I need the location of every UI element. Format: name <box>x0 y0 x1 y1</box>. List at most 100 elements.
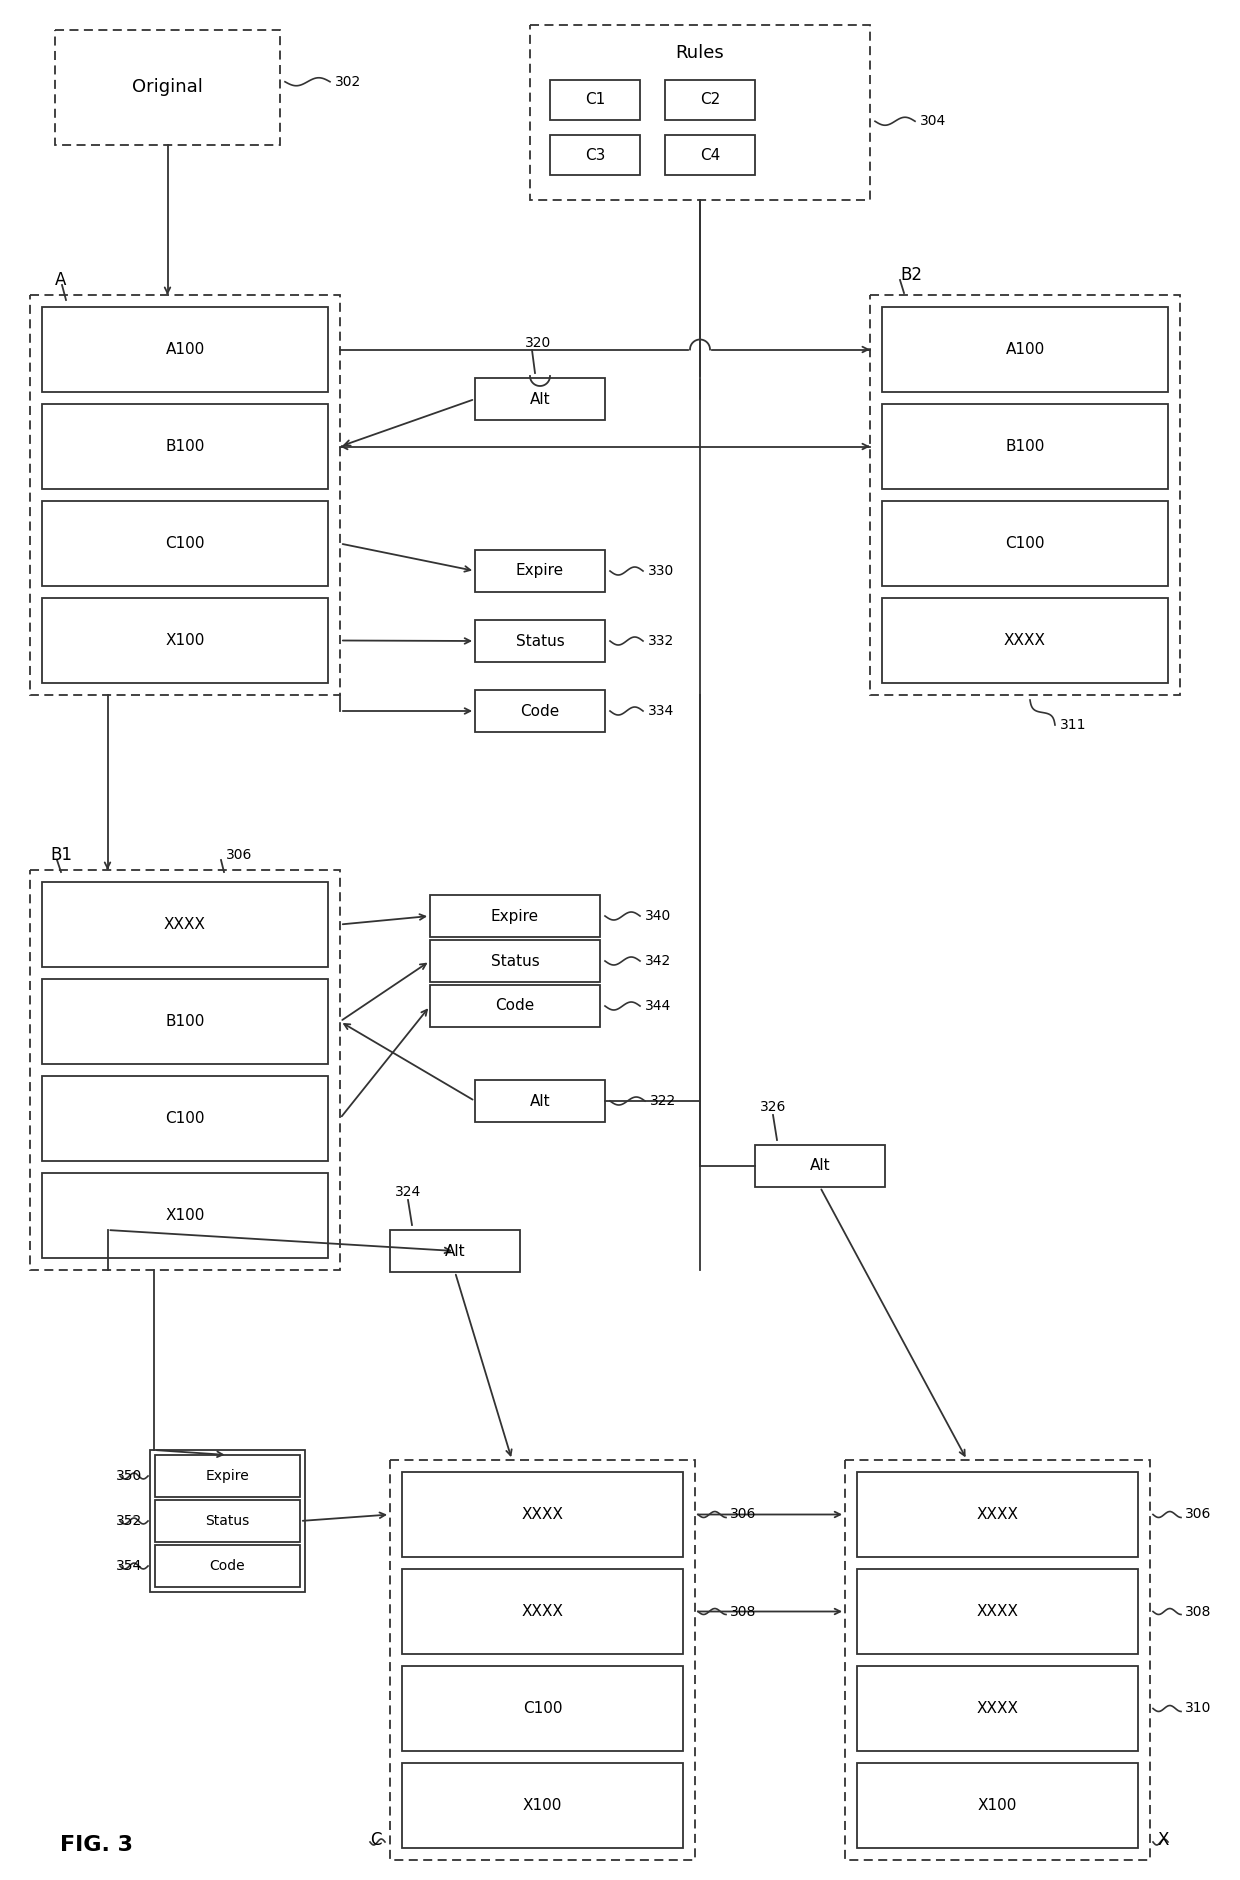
Text: B100: B100 <box>165 1013 205 1028</box>
Bar <box>882 306 1168 393</box>
Bar <box>30 295 340 696</box>
Text: B100: B100 <box>165 440 205 453</box>
Bar <box>430 940 600 981</box>
Text: 332: 332 <box>649 634 675 649</box>
Text: A100: A100 <box>1006 342 1044 357</box>
Text: A: A <box>55 271 67 290</box>
Text: Status: Status <box>206 1513 249 1528</box>
Bar <box>391 1461 694 1859</box>
Bar <box>857 1472 1138 1557</box>
Text: 342: 342 <box>645 953 671 968</box>
Bar <box>30 870 340 1271</box>
Text: C100: C100 <box>165 536 205 551</box>
Text: C4: C4 <box>699 147 720 162</box>
Bar <box>402 1666 683 1750</box>
Text: 306: 306 <box>730 1508 756 1521</box>
Bar <box>665 135 755 175</box>
Bar <box>42 1075 329 1162</box>
Text: 308: 308 <box>730 1604 756 1619</box>
Bar <box>430 895 600 936</box>
Bar <box>42 500 329 587</box>
Bar <box>857 1570 1138 1654</box>
Text: C3: C3 <box>585 147 605 162</box>
Text: 340: 340 <box>645 910 671 923</box>
Text: 311: 311 <box>1060 718 1086 731</box>
Text: XXXX: XXXX <box>1004 634 1047 649</box>
Bar <box>475 551 605 592</box>
Bar <box>551 81 640 120</box>
Text: Code: Code <box>210 1559 246 1574</box>
Text: FIG. 3: FIG. 3 <box>60 1835 133 1856</box>
Text: Expire: Expire <box>491 908 539 923</box>
Text: 344: 344 <box>645 998 671 1013</box>
Text: 354: 354 <box>115 1559 143 1574</box>
Bar <box>430 985 600 1026</box>
Text: 324: 324 <box>396 1184 422 1199</box>
Text: XXXX: XXXX <box>164 917 206 932</box>
Bar <box>857 1666 1138 1750</box>
Bar <box>475 1079 605 1122</box>
Bar <box>475 378 605 419</box>
Text: Alt: Alt <box>529 391 551 406</box>
Text: C100: C100 <box>1006 536 1045 551</box>
Bar <box>844 1461 1149 1859</box>
Bar <box>882 500 1168 587</box>
Bar <box>870 295 1180 696</box>
Bar <box>755 1145 885 1186</box>
Text: C: C <box>371 1831 382 1850</box>
Bar <box>402 1472 683 1557</box>
Bar <box>475 690 605 731</box>
Text: B1: B1 <box>50 846 72 865</box>
Text: 306: 306 <box>1185 1508 1211 1521</box>
Text: C1: C1 <box>585 92 605 107</box>
Text: 320: 320 <box>525 337 552 350</box>
Text: Alt: Alt <box>810 1158 831 1173</box>
Bar <box>155 1545 300 1587</box>
Bar <box>529 24 870 199</box>
Bar <box>882 598 1168 682</box>
Text: 304: 304 <box>920 115 946 128</box>
Bar <box>882 404 1168 489</box>
Text: 350: 350 <box>115 1468 143 1483</box>
Text: 310: 310 <box>1185 1701 1211 1715</box>
Text: X100: X100 <box>523 1797 562 1812</box>
Text: 334: 334 <box>649 703 675 718</box>
Bar <box>402 1763 683 1848</box>
Bar <box>42 979 329 1064</box>
Text: XXXX: XXXX <box>977 1701 1018 1716</box>
Text: 352: 352 <box>115 1513 143 1528</box>
Bar <box>42 1173 329 1258</box>
Text: X100: X100 <box>165 634 205 649</box>
Text: Code: Code <box>495 998 534 1013</box>
Text: C2: C2 <box>699 92 720 107</box>
Text: 326: 326 <box>760 1100 786 1115</box>
Text: Expire: Expire <box>516 564 564 579</box>
Text: X100: X100 <box>978 1797 1017 1812</box>
Text: B2: B2 <box>900 265 923 284</box>
Text: XXXX: XXXX <box>522 1604 563 1619</box>
Text: Original: Original <box>133 79 203 96</box>
Bar <box>42 882 329 966</box>
Text: Expire: Expire <box>206 1468 249 1483</box>
Bar <box>475 620 605 662</box>
Text: C100: C100 <box>523 1701 562 1716</box>
Bar <box>150 1449 305 1592</box>
Bar <box>155 1455 300 1496</box>
Bar <box>155 1500 300 1542</box>
Bar <box>55 30 280 145</box>
Bar <box>42 598 329 682</box>
Text: X: X <box>1158 1831 1169 1850</box>
Text: Alt: Alt <box>445 1243 465 1258</box>
Text: XXXX: XXXX <box>977 1508 1018 1523</box>
Text: 330: 330 <box>649 564 675 577</box>
Text: 308: 308 <box>1185 1604 1211 1619</box>
Bar <box>391 1230 520 1273</box>
Text: Status: Status <box>491 953 539 968</box>
Bar <box>857 1763 1138 1848</box>
Bar <box>402 1570 683 1654</box>
Bar <box>551 135 640 175</box>
Bar <box>42 404 329 489</box>
Text: 302: 302 <box>335 75 361 88</box>
Text: C100: C100 <box>165 1111 205 1126</box>
Text: Rules: Rules <box>676 43 724 62</box>
